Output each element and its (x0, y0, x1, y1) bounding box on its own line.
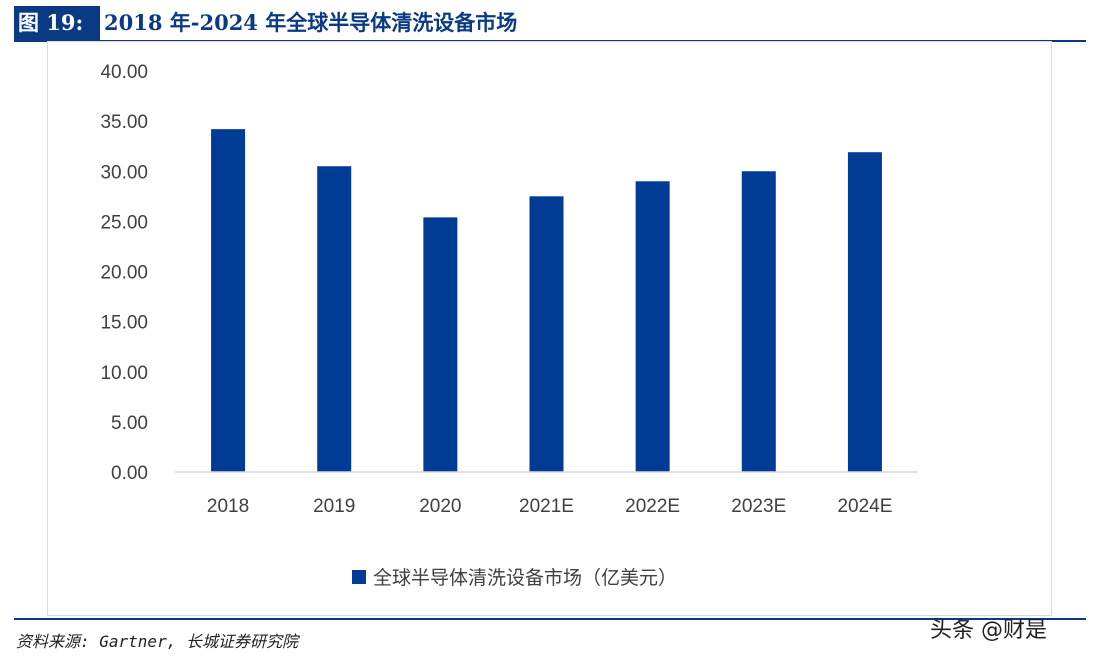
y-tick-label: 25.00 (100, 212, 148, 233)
x-tick-label: 2020 (419, 496, 461, 517)
x-axis-ticks: 2018 2019 2020 2021E 2022E 2023E 2024E (207, 496, 892, 517)
x-tick-label: 2022E (625, 496, 680, 517)
footer-rule (14, 618, 1086, 620)
legend: 全球半导体清洗设备市场（亿美元） (352, 567, 677, 589)
y-tick-label: 40.00 (100, 62, 148, 83)
bar-group (211, 129, 882, 473)
bar-2024E (847, 152, 882, 472)
y-axis-ticks: 0.00 5.00 10.00 15.00 20.00 25.00 30.00 35.00 40… (100, 62, 148, 484)
y-tick-label: 0.00 (111, 463, 148, 484)
watermark: 头条 @财是 (930, 618, 1047, 643)
bar-2021E (529, 196, 564, 472)
y-tick-label: 20.00 (100, 263, 148, 284)
x-tick-label: 2024E (837, 496, 892, 517)
x-tick-label: 2023E (731, 496, 786, 517)
y-tick-label: 15.00 (100, 313, 148, 334)
bar-2018 (211, 129, 246, 472)
bar-2020 (423, 217, 458, 472)
legend-swatch (352, 570, 366, 584)
bar-2023E (741, 171, 776, 472)
source-note: 资料来源: Gartner, 长城证券研究院 (16, 632, 298, 651)
figure-label: 图 19: (14, 6, 100, 40)
x-tick-label: 2021E (519, 496, 574, 517)
x-tick-label: 2018 (207, 496, 249, 517)
bar-2022E (635, 181, 670, 472)
legend-label: 全球半导体清洗设备市场（亿美元） (373, 567, 677, 589)
x-tick-label: 2019 (313, 496, 355, 517)
y-tick-label: 30.00 (100, 162, 148, 183)
y-tick-label: 35.00 (100, 112, 148, 133)
y-tick-label: 10.00 (100, 363, 148, 384)
y-tick-label: 5.00 (111, 413, 148, 434)
bar-2019 (317, 166, 352, 473)
figure-title: 2018 年-2024 年全球半导体清洗设备市场 (104, 10, 518, 35)
